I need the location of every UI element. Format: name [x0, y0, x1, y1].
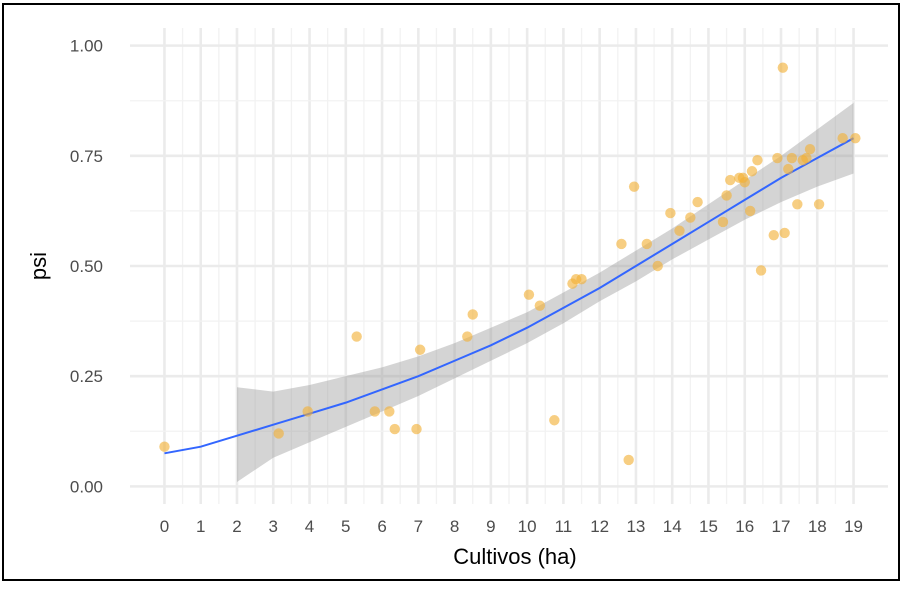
y-tick-label: 0.25 — [70, 367, 103, 386]
x-tick-label: 16 — [735, 517, 754, 536]
data-point — [850, 132, 861, 144]
data-point — [768, 229, 779, 241]
data-point — [628, 181, 640, 192]
data-point — [523, 289, 535, 300]
data-point — [813, 199, 825, 210]
data-point — [792, 199, 803, 210]
x-tick-label: 12 — [590, 517, 609, 536]
data-point — [725, 174, 736, 186]
trend-line — [164, 137, 855, 455]
y-axis-title: psi — [26, 252, 51, 280]
x-tick-label: 7 — [414, 517, 423, 536]
data-point — [692, 196, 703, 208]
x-tick-label: 10 — [518, 517, 537, 536]
data-point — [534, 300, 546, 311]
x-tick-label: 2 — [232, 517, 241, 536]
data-point — [685, 212, 696, 223]
data-point — [739, 177, 750, 188]
y-tick-label: 0.50 — [70, 257, 103, 276]
grid-lines — [130, 28, 888, 504]
x-tick-label: 0 — [160, 517, 169, 536]
data-point — [159, 441, 170, 452]
x-tick-label: 14 — [663, 517, 682, 536]
data-point — [801, 152, 812, 164]
trend-line-group — [164, 137, 855, 455]
x-tick-label: 11 — [555, 517, 573, 536]
x-tick-label: 13 — [626, 517, 645, 536]
data-point — [273, 428, 284, 439]
data-point — [772, 152, 783, 164]
x-tick-label: 18 — [808, 517, 827, 536]
data-point — [777, 62, 789, 73]
axes: 0 1 2 3 4 5 6 7 8 9 10 11 12 13 14 15 16 17 18 19 0.000.250… — [26, 37, 863, 569]
data-point — [746, 166, 758, 177]
data-point — [674, 225, 685, 236]
data-point — [623, 454, 634, 466]
data-point — [779, 227, 790, 239]
data-point — [783, 163, 794, 175]
data-point — [384, 406, 395, 417]
x-tick-label: 6 — [377, 517, 386, 536]
y-tick-label: 1.00 — [70, 37, 103, 56]
data-point — [744, 205, 756, 217]
data-point — [302, 406, 313, 417]
data-point — [786, 152, 798, 164]
data-point — [652, 260, 663, 272]
x-tick-labels: 0 1 2 3 4 5 6 7 8 9 10 11 12 13 14 15 16 17 18 19 — [160, 517, 863, 536]
y-tick-label: 0.00 — [70, 477, 103, 496]
data-point — [721, 190, 732, 201]
x-tick-label: 9 — [486, 517, 495, 536]
data-point — [389, 423, 400, 435]
data-point — [755, 265, 767, 276]
confidence-ribbon — [236, 102, 854, 482]
data-point — [467, 309, 478, 320]
x-tick-label: 19 — [844, 517, 863, 536]
data-point — [752, 155, 763, 166]
data-point — [717, 216, 729, 228]
data-point — [665, 207, 676, 219]
data-points — [159, 62, 861, 466]
x-axis-title: Cultivos (ha) — [453, 544, 576, 569]
y-tick-label: 0.75 — [70, 147, 103, 166]
x-tick-label: 3 — [269, 517, 278, 536]
data-point — [414, 344, 426, 355]
data-point — [462, 331, 473, 342]
data-point — [411, 423, 422, 435]
data-point — [641, 238, 653, 250]
x-tick-label: 8 — [450, 517, 459, 536]
data-point — [369, 406, 381, 417]
x-tick-label: 4 — [305, 517, 314, 536]
data-point — [351, 331, 362, 342]
data-point — [804, 144, 816, 155]
x-tick-label: 1 — [196, 517, 205, 536]
data-point — [576, 274, 587, 285]
data-point — [837, 132, 848, 144]
y-tick-labels: 0.00 0.25 0.50 0.75 1.00 — [70, 37, 103, 497]
x-tick-label: 15 — [699, 517, 718, 536]
confidence-ribbon-group — [236, 102, 854, 482]
data-point — [616, 238, 627, 250]
x-tick-label: 5 — [341, 517, 350, 536]
data-point — [549, 415, 560, 426]
figure-border — [2, 3, 900, 581]
x-tick-label: 17 — [772, 517, 791, 536]
